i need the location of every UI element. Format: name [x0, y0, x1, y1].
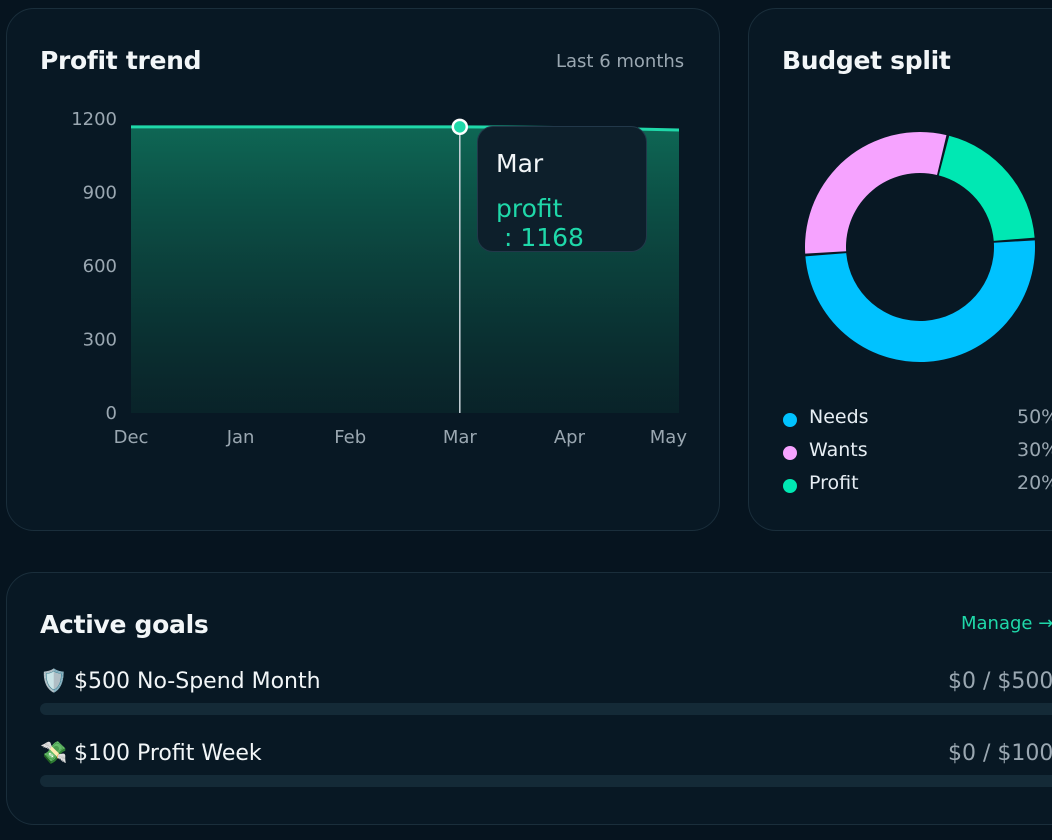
x-tick-label: Jan [226, 427, 255, 448]
goal-item[interactable]: 💸 $100 Profit Week $0 / $100 [40, 741, 1052, 801]
y-tick-label: 600 [83, 256, 117, 277]
profit-trend-title: Profit trend [40, 46, 202, 75]
x-tick-label: Feb [334, 427, 366, 448]
donut-slice-profit[interactable] [938, 135, 1035, 241]
budget-split-card: Budget split Needs 50% Wants 30% Profit … [748, 8, 1052, 531]
x-tick-label: Apr [554, 427, 586, 448]
profit-dot [783, 479, 797, 493]
profit-trend-card: Profit trend Last 6 months 0 300 600 900 120… [6, 8, 720, 531]
money-with-wings-icon: 💸 [40, 741, 68, 766]
goal-amount: $0 / $500 [948, 669, 1052, 694]
shield-icon: 🛡️ [40, 669, 68, 694]
legend-pct-profit: 20% [1017, 472, 1052, 494]
budget-split-title: Budget split [782, 46, 951, 75]
x-tick-label: May [650, 427, 688, 448]
hover-point[interactable] [451, 118, 469, 136]
goal-progress-track [40, 703, 1052, 715]
budget-donut-chart[interactable] [749, 9, 1052, 389]
donut-slice-needs[interactable] [805, 240, 1035, 362]
tooltip-number: 1168 [520, 223, 584, 252]
tooltip-value: profit : 1168 [496, 194, 646, 252]
y-tick-label: 300 [83, 330, 117, 351]
legend-item-needs: Needs 50% [783, 406, 1052, 432]
needs-dot [783, 413, 797, 427]
tooltip-separator: : [496, 223, 521, 252]
tooltip-series: profit [496, 194, 563, 223]
goal-name: $500 No-Spend Month [74, 669, 321, 694]
legend-label-needs: Needs [809, 406, 869, 428]
wants-dot [783, 446, 797, 460]
x-tick-label: Dec [114, 427, 149, 448]
goal-item[interactable]: 🛡️ $500 No-Spend Month $0 / $500 [40, 669, 1052, 729]
chart-tooltip: Mar profit : 1168 [477, 126, 647, 252]
legend-label-wants: Wants [809, 439, 868, 461]
goal-name: $100 Profit Week [74, 741, 262, 766]
profit-area-chart[interactable]: 0 300 600 900 1200 Dec Jan Feb Mar Apr May [7, 9, 721, 532]
legend-label-profit: Profit [809, 472, 859, 494]
y-tick-label: 0 [106, 403, 117, 424]
active-goals-title: Active goals [40, 610, 209, 639]
donut-slice-wants[interactable] [805, 132, 947, 254]
legend-item-wants: Wants 30% [783, 439, 1052, 465]
tooltip-month: Mar [496, 149, 544, 178]
y-tick-label: 900 [83, 183, 117, 204]
y-tick-label: 1200 [71, 109, 117, 130]
period-label[interactable]: Last 6 months [556, 51, 685, 72]
legend-pct-needs: 50% [1017, 406, 1052, 428]
active-goals-card: Active goals Manage → 🛡️ $500 No-Spend M… [6, 572, 1052, 825]
legend-item-profit: Profit 20% [783, 472, 1052, 498]
goal-amount: $0 / $100 [948, 741, 1052, 766]
manage-goals-link[interactable]: Manage → [961, 613, 1052, 634]
x-tick-label: Mar [443, 427, 478, 448]
goal-progress-track [40, 775, 1052, 787]
legend-pct-wants: 30% [1017, 439, 1052, 461]
